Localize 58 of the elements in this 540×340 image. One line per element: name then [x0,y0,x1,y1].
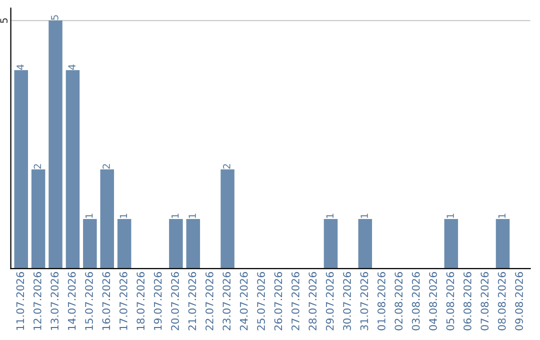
bar [444,218,458,269]
x-tick-label: 11.07.2026 [16,272,24,330]
x-tick-label: 23.07.2026 [222,272,231,330]
data-label: 1 [360,214,368,218]
x-tick-label: 08.08.2026 [498,272,506,330]
x-tick-label: 29.07.2026 [326,272,334,330]
bar [220,169,234,269]
data-label: 1 [120,214,128,218]
x-tick-label: 04.08.2026 [429,272,437,330]
data-label: 1 [172,214,179,218]
data-label: 2 [34,164,42,169]
x-tick-label: 13.07.2026 [50,272,59,330]
x-tick-label: 14.07.2026 [68,272,76,330]
bar [324,218,338,269]
x-tick-label: 27.07.2026 [291,272,300,330]
x-tick-label: 19.07.2026 [154,272,162,330]
data-label: 4 [68,64,76,70]
data-label: 1 [188,214,196,218]
x-tick-label: 25.07.2026 [257,272,265,330]
x-tick-label: 17.07.2026 [119,272,128,330]
bar [14,70,28,269]
x-tick-label: 26.07.2026 [274,272,282,330]
data-label: 1 [498,214,506,218]
x-tick-label: 12.07.2026 [33,272,42,330]
data-label: 2 [223,164,230,169]
bar [83,218,97,269]
x-tick-label: 22.07.2026 [205,272,214,330]
x-tick-label: 01.08.2026 [377,272,386,330]
x-tick-label: 24.07.2026 [240,272,248,330]
bar [117,218,132,269]
bar [100,169,114,269]
bar [169,218,183,269]
bar [358,218,372,269]
x-tick-label: 31.07.2026 [360,272,368,330]
x-tick-label: 06.08.2026 [464,272,472,330]
data-label: 1 [446,214,454,218]
x-tick-label: 21.07.2026 [188,272,196,330]
x-tick-label: 15.07.2026 [85,272,93,330]
x-tick-label: 07.08.2026 [480,272,489,330]
data-label: 5 [51,15,58,20]
x-tick-label: 03.08.2026 [412,272,420,330]
bar [31,169,46,269]
data-label: 4 [16,64,24,70]
x-tick-label: 30.07.2026 [343,272,351,330]
data-label: 2 [102,164,110,169]
x-tick-label: 09.08.2026 [515,272,523,330]
bar [496,218,510,269]
bar [66,70,80,269]
x-tick-label: 20.07.2026 [171,272,179,330]
bar [186,218,200,269]
x-tick-label: 02.08.2026 [394,272,403,330]
x-tick-label: 16.07.2026 [102,272,110,330]
x-tick-label: 05.08.2026 [446,272,454,330]
x-tick-label: 28.07.2026 [308,272,317,330]
data-label: 1 [86,214,93,218]
x-tick-label: 18.07.2026 [136,272,145,330]
data-label: 1 [326,214,334,218]
bar [48,20,62,269]
